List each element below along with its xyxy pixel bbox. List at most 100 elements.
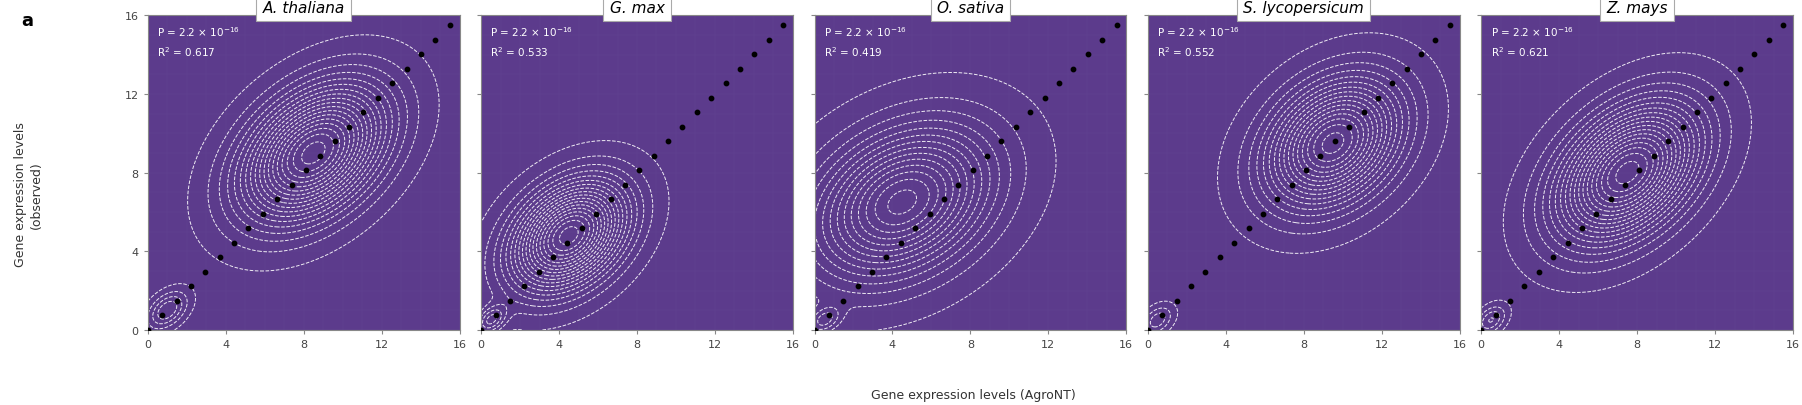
Point xyxy=(944,182,973,188)
Text: P = 2.2 × 10$^{-16}$
R$^2$ = 0.617: P = 2.2 × 10$^{-16}$ R$^2$ = 0.617 xyxy=(157,26,240,59)
Point xyxy=(887,240,915,246)
Point xyxy=(496,298,524,304)
Point xyxy=(1060,66,1088,72)
Point xyxy=(858,269,887,275)
Point xyxy=(654,139,683,145)
Point xyxy=(1016,110,1045,116)
Point xyxy=(1031,95,1060,102)
Text: a: a xyxy=(22,12,34,30)
Point xyxy=(1263,196,1292,203)
Point xyxy=(1133,327,1162,333)
Point xyxy=(1088,37,1117,44)
Point xyxy=(1625,168,1654,174)
Text: P = 2.2 × 10$^{-16}$
R$^2$ = 0.419: P = 2.2 × 10$^{-16}$ R$^2$ = 0.419 xyxy=(824,26,906,59)
Point xyxy=(611,182,640,188)
Point xyxy=(1755,37,1784,44)
Point xyxy=(1712,81,1741,87)
Point xyxy=(987,139,1016,145)
Point xyxy=(1422,37,1451,44)
Point xyxy=(1467,327,1496,333)
Point xyxy=(422,37,450,44)
Point xyxy=(959,168,987,174)
Point xyxy=(712,81,741,87)
Text: Gene expression levels (AgroNT): Gene expression levels (AgroNT) xyxy=(870,388,1076,401)
Point xyxy=(726,66,755,72)
Point xyxy=(669,124,697,130)
Point xyxy=(205,254,234,261)
Point xyxy=(625,168,654,174)
Point xyxy=(553,240,582,246)
Point xyxy=(1436,23,1465,29)
Point xyxy=(1683,110,1712,116)
Title: S. lycopersicum: S. lycopersicum xyxy=(1243,1,1364,16)
Text: P = 2.2 × 10$^{-16}$
R$^2$ = 0.621: P = 2.2 × 10$^{-16}$ R$^2$ = 0.621 xyxy=(1490,26,1573,59)
Point xyxy=(393,66,422,72)
Point xyxy=(1364,95,1393,102)
Point xyxy=(930,196,959,203)
Text: Gene expression levels
(observed): Gene expression levels (observed) xyxy=(14,122,43,266)
Point xyxy=(582,211,611,217)
Point xyxy=(1249,211,1278,217)
Point xyxy=(191,269,220,275)
Point xyxy=(1306,153,1335,160)
Point xyxy=(1074,52,1103,58)
Point xyxy=(1220,240,1249,246)
Point xyxy=(800,327,829,333)
Point xyxy=(1177,284,1206,290)
Title: G. max: G. max xyxy=(609,1,665,16)
Title: A. thaliana: A. thaliana xyxy=(263,1,344,16)
Point xyxy=(1496,298,1524,304)
Point xyxy=(220,240,249,246)
Point xyxy=(1741,52,1770,58)
Point xyxy=(596,196,625,203)
Point xyxy=(1597,196,1625,203)
Point xyxy=(350,110,378,116)
Point xyxy=(249,211,278,217)
Point xyxy=(1321,139,1350,145)
Point xyxy=(1379,81,1407,87)
Point xyxy=(1335,124,1364,130)
Point xyxy=(815,312,843,319)
Point xyxy=(162,298,191,304)
Point xyxy=(1292,168,1321,174)
Point xyxy=(1162,298,1191,304)
Point xyxy=(568,226,596,232)
Point xyxy=(901,226,930,232)
Point xyxy=(234,226,263,232)
Point xyxy=(321,139,350,145)
Point xyxy=(1726,66,1755,72)
Point xyxy=(378,81,407,87)
Text: P = 2.2 × 10$^{-16}$
R$^2$ = 0.533: P = 2.2 × 10$^{-16}$ R$^2$ = 0.533 xyxy=(490,26,573,59)
Point xyxy=(1640,153,1669,160)
Point xyxy=(148,312,177,319)
Point xyxy=(1407,52,1436,58)
Point xyxy=(872,254,901,261)
Point xyxy=(1654,139,1683,145)
Point xyxy=(915,211,944,217)
Point xyxy=(467,327,496,333)
Point xyxy=(1234,226,1263,232)
Point xyxy=(1393,66,1422,72)
Point xyxy=(640,153,669,160)
Point xyxy=(1510,284,1539,290)
Point xyxy=(1148,312,1177,319)
Point xyxy=(1350,110,1379,116)
Point xyxy=(973,153,1002,160)
Point xyxy=(407,52,436,58)
Point xyxy=(1611,182,1640,188)
Point xyxy=(510,284,539,290)
Point xyxy=(1103,23,1132,29)
Point xyxy=(436,23,465,29)
Point xyxy=(539,254,568,261)
Point xyxy=(481,312,510,319)
Point xyxy=(1481,312,1510,319)
Point xyxy=(292,168,321,174)
Point xyxy=(769,23,798,29)
Point xyxy=(364,95,393,102)
Point xyxy=(1045,81,1074,87)
Point xyxy=(524,269,553,275)
Title: O. sativa: O. sativa xyxy=(937,1,1004,16)
Point xyxy=(683,110,712,116)
Point xyxy=(1568,226,1597,232)
Point xyxy=(1002,124,1031,130)
